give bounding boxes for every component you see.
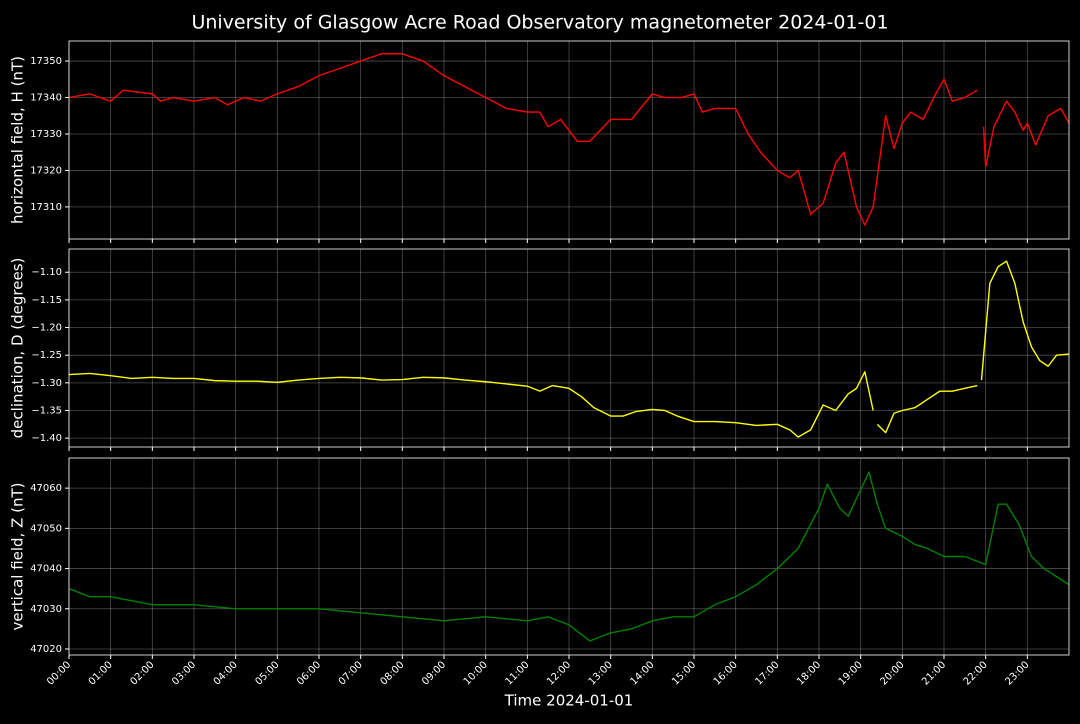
axes-frame xyxy=(68,40,1070,240)
y-axis-label: vertical field, Z (nT) xyxy=(9,482,27,630)
y-tick-label: 47060 xyxy=(30,483,62,494)
y-tick-label: 17350 xyxy=(30,56,62,67)
y-tick-label: 17320 xyxy=(30,165,62,176)
y-tick-label: 47020 xyxy=(30,644,62,655)
y-tick-label: −1.35 xyxy=(31,405,62,416)
plot-area xyxy=(69,249,1069,447)
axes-frame xyxy=(68,457,1070,656)
y-tick-label: −1.20 xyxy=(31,323,62,334)
data-line xyxy=(68,260,1070,438)
y-tick-label: 47050 xyxy=(30,523,62,534)
plot-area xyxy=(69,41,1069,239)
y-tick-label: 47030 xyxy=(30,604,62,615)
y-axis-label: horizontal field, H (nT) xyxy=(9,56,27,224)
y-tick-label: −1.15 xyxy=(31,295,62,306)
y-tick-label: 47040 xyxy=(30,564,62,575)
y-axis-label: declination, D (degrees) xyxy=(9,258,27,439)
y-tick-label: −1.25 xyxy=(31,350,62,361)
y-tick-label: −1.10 xyxy=(31,267,62,278)
axes-frame xyxy=(68,248,1070,448)
data-line xyxy=(68,53,1070,226)
y-tick-label: 17330 xyxy=(30,129,62,140)
y-tick-label: 17340 xyxy=(30,93,62,104)
data-line xyxy=(68,471,1070,642)
y-tick-label: −1.30 xyxy=(31,378,62,389)
plot-area xyxy=(69,458,1069,655)
figure-title: University of Glasgow Acre Road Observat… xyxy=(191,12,888,34)
x-axis-label: Time 2024-01-01 xyxy=(504,692,634,710)
y-tick-label: 17310 xyxy=(30,202,62,213)
y-tick-label: −1.40 xyxy=(31,433,62,444)
